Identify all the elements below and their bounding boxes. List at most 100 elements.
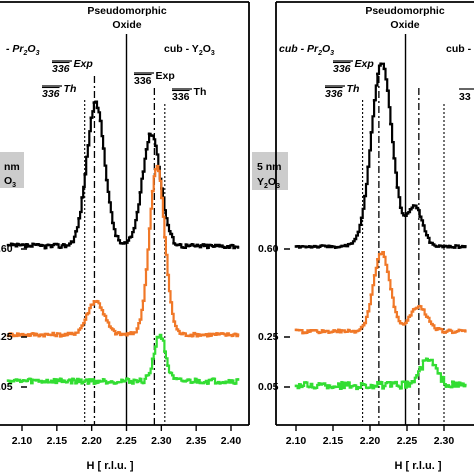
series-point bbox=[294, 245, 298, 248]
series-point bbox=[40, 243, 44, 247]
series-point bbox=[25, 379, 28, 383]
series-point bbox=[372, 274, 376, 277]
series-point bbox=[330, 245, 334, 248]
series-point bbox=[135, 380, 139, 384]
series-point bbox=[80, 382, 83, 385]
left-series bbox=[6, 100, 240, 385]
series-point bbox=[138, 318, 142, 321]
series-point bbox=[37, 380, 41, 383]
series-point bbox=[307, 385, 311, 389]
series-point bbox=[233, 332, 237, 336]
series-point bbox=[43, 332, 47, 336]
series-point bbox=[49, 245, 53, 249]
series-point bbox=[86, 144, 90, 147]
series-point bbox=[9, 379, 13, 383]
series-point bbox=[359, 325, 363, 329]
right-overlines bbox=[325, 60, 474, 90]
left-title-line2: Oxide bbox=[112, 19, 141, 31]
series-point bbox=[356, 230, 360, 234]
series-point bbox=[340, 244, 343, 248]
series-point bbox=[343, 381, 347, 385]
series-point bbox=[317, 331, 321, 335]
right-phase-left: cub - Pr2O3 bbox=[279, 43, 334, 57]
right-phase-right: cub - Y bbox=[446, 43, 474, 55]
series-point bbox=[153, 168, 157, 171]
series-point bbox=[385, 381, 389, 384]
series-point bbox=[6, 334, 10, 338]
left-label-dashes bbox=[21, 248, 27, 388]
series-point bbox=[77, 328, 80, 332]
series-point bbox=[12, 334, 16, 337]
series-point bbox=[395, 186, 399, 189]
series-point bbox=[428, 358, 431, 362]
series-point bbox=[230, 334, 234, 338]
x-tick-label: 2.15 bbox=[47, 435, 68, 447]
series-point bbox=[178, 242, 182, 246]
left-label-005: .05 bbox=[0, 381, 13, 393]
series-point bbox=[333, 246, 337, 250]
right-title-line1: Pseudomorphic bbox=[365, 5, 445, 17]
series-point bbox=[218, 245, 221, 248]
series-point bbox=[450, 331, 454, 335]
series-point bbox=[25, 243, 28, 246]
series-point bbox=[117, 331, 120, 334]
series-point bbox=[55, 332, 59, 335]
series-point bbox=[415, 306, 418, 310]
series-point bbox=[227, 333, 231, 337]
series-point bbox=[80, 324, 83, 327]
series-point bbox=[379, 380, 382, 384]
left-label-060: .60 bbox=[0, 243, 13, 255]
series-point bbox=[307, 245, 311, 248]
series-point bbox=[40, 333, 44, 337]
series-point bbox=[199, 381, 203, 385]
series-point bbox=[138, 377, 142, 381]
series-point bbox=[392, 305, 395, 309]
series-point bbox=[12, 243, 16, 246]
series-point bbox=[58, 335, 62, 338]
series-point bbox=[187, 378, 191, 381]
series-point bbox=[392, 381, 395, 385]
series-point bbox=[83, 379, 86, 382]
series-point bbox=[294, 328, 298, 332]
series-point bbox=[199, 244, 203, 247]
series-point bbox=[464, 329, 467, 333]
left-overlines bbox=[42, 60, 192, 90]
series-point bbox=[68, 242, 71, 245]
x-tick-label: 2.10 bbox=[12, 435, 33, 447]
series-point bbox=[71, 332, 74, 336]
series-point bbox=[385, 270, 389, 274]
series-point bbox=[324, 244, 327, 248]
series-point bbox=[43, 246, 47, 250]
series-point bbox=[363, 194, 366, 198]
series-point bbox=[126, 332, 129, 335]
series-point bbox=[206, 334, 209, 338]
series-point bbox=[58, 246, 62, 250]
series-point bbox=[437, 372, 441, 375]
series-point bbox=[224, 380, 228, 384]
series-point bbox=[34, 332, 37, 336]
series-point bbox=[80, 196, 83, 199]
series-point bbox=[107, 325, 111, 328]
series-point bbox=[340, 329, 343, 332]
series-point bbox=[184, 243, 188, 246]
x-tick-label: 2.10 bbox=[286, 435, 307, 447]
series-point bbox=[405, 380, 409, 383]
series-point bbox=[74, 381, 77, 385]
series-point bbox=[215, 332, 218, 335]
series-point bbox=[330, 330, 334, 334]
series-point bbox=[395, 384, 399, 387]
series-point bbox=[304, 331, 308, 335]
series-point bbox=[209, 334, 212, 338]
series-point bbox=[169, 371, 172, 375]
series-point bbox=[337, 328, 340, 332]
series-point bbox=[40, 381, 44, 384]
series-point bbox=[206, 246, 209, 250]
series-point bbox=[457, 246, 461, 249]
series-point bbox=[346, 381, 350, 384]
series-point bbox=[301, 384, 304, 388]
series-point bbox=[301, 331, 304, 335]
series-point bbox=[437, 327, 441, 331]
series-point bbox=[236, 378, 240, 381]
series-point bbox=[92, 300, 96, 303]
series-point bbox=[317, 382, 321, 385]
